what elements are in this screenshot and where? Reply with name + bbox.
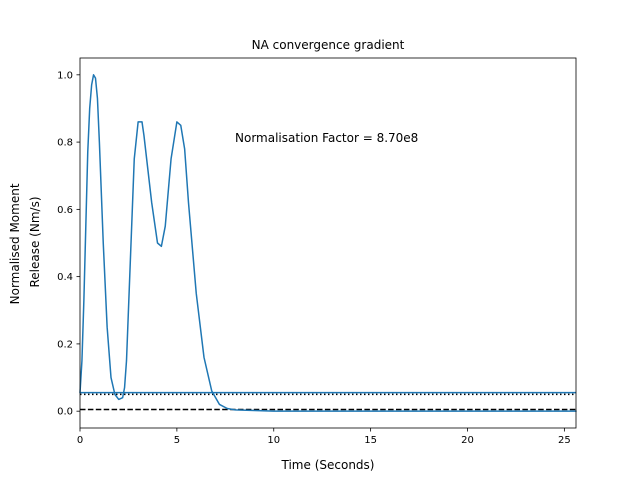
y-tick-label: 0.2 — [57, 339, 73, 350]
y-tick-label: 1.0 — [57, 70, 73, 81]
x-tick-label: 10 — [267, 435, 280, 446]
plot-area — [79, 57, 577, 429]
x-tick-label: 20 — [461, 435, 474, 446]
y-tick-label: 0.8 — [57, 138, 73, 149]
y-tick-label: 0.6 — [57, 205, 73, 216]
x-tick-label: 5 — [174, 435, 180, 446]
x-axis-label: Time (Seconds) — [281, 458, 375, 472]
x-tick-label: 15 — [364, 435, 377, 446]
x-axis: 0 5 10 15 20 25 — [77, 428, 571, 446]
y-axis-label-line-1: Normalised Moment — [8, 183, 22, 304]
y-tick-label: 0.0 — [57, 407, 73, 418]
series-line-1 — [79, 74, 577, 412]
chart-title: NA convergence gradient — [252, 38, 405, 52]
x-tick-label: 0 — [77, 435, 83, 446]
y-axis: 0.0 0.2 0.4 0.6 0.8 1.0 — [57, 70, 80, 418]
axes-frame — [79, 57, 577, 429]
y-axis-label-line-2: Release (Nm/s) — [28, 196, 42, 287]
y-tick-label: 0.4 — [57, 272, 73, 283]
normalisation-factor-annotation: Normalisation Factor = 8.70e8 — [235, 131, 418, 145]
y-axis-label: Normalised Moment Release (Nm/s) — [8, 180, 42, 305]
x-tick-label: 25 — [558, 435, 571, 446]
